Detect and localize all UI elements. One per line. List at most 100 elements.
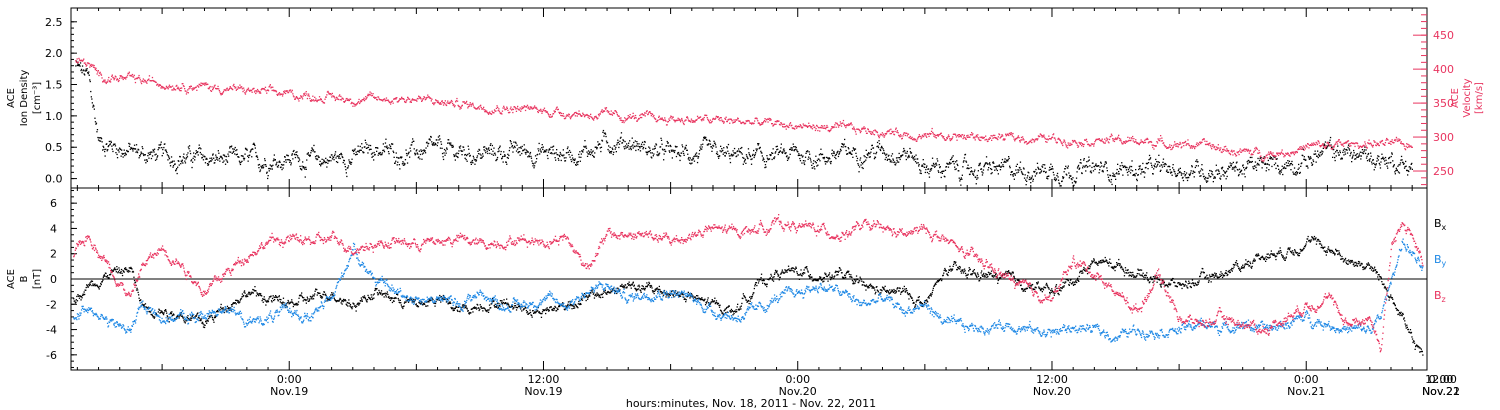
data-point xyxy=(493,109,496,111)
data-point xyxy=(151,151,153,153)
data-point xyxy=(1222,170,1225,172)
data-point xyxy=(1041,136,1043,138)
data-point xyxy=(568,154,570,156)
data-point xyxy=(250,150,252,152)
data-point xyxy=(1219,149,1221,151)
data-point xyxy=(1174,143,1176,145)
data-point xyxy=(458,146,461,148)
data-point xyxy=(157,149,159,151)
data-point xyxy=(1168,146,1170,148)
data-point xyxy=(1279,173,1281,175)
data-point xyxy=(312,95,314,97)
data-point xyxy=(1078,141,1080,144)
data-point xyxy=(407,97,409,99)
data-point xyxy=(857,128,860,130)
data-point xyxy=(404,163,406,165)
data-point xyxy=(583,116,586,118)
data-point xyxy=(1212,181,1214,183)
data-point xyxy=(949,159,952,161)
data-point xyxy=(1236,151,1238,153)
data-point xyxy=(985,135,987,137)
data-point xyxy=(93,108,95,110)
data-point xyxy=(717,116,719,118)
data-point xyxy=(847,124,849,127)
data-point xyxy=(85,68,87,70)
data-point xyxy=(193,152,195,154)
data-point xyxy=(1327,142,1329,144)
data-point xyxy=(1170,172,1172,174)
data-point xyxy=(79,295,81,297)
data-point xyxy=(491,110,493,112)
data-point xyxy=(994,169,996,171)
data-point xyxy=(385,97,388,99)
data-point xyxy=(1180,174,1183,176)
data-point xyxy=(978,138,980,140)
data-point xyxy=(1140,168,1142,171)
data-point xyxy=(272,160,274,162)
data-point xyxy=(310,100,312,102)
data-point xyxy=(139,77,141,79)
data-point xyxy=(227,89,230,91)
data-point xyxy=(272,86,274,88)
data-point xyxy=(1011,171,1013,173)
data-point xyxy=(1127,168,1130,171)
data-point xyxy=(342,156,344,159)
data-point xyxy=(670,145,672,148)
data-point xyxy=(1106,167,1108,169)
data-point xyxy=(308,93,310,95)
data-point xyxy=(104,79,106,81)
data-point xyxy=(1175,145,1177,147)
data-point xyxy=(100,283,102,286)
data-point xyxy=(1216,169,1218,171)
data-point xyxy=(166,151,168,154)
data-point xyxy=(230,146,232,148)
data-point xyxy=(141,146,143,148)
data-point xyxy=(630,117,632,119)
data-point xyxy=(837,150,839,152)
data-point xyxy=(723,122,725,124)
data-point xyxy=(423,149,425,151)
data-point xyxy=(199,85,202,87)
data-point xyxy=(948,135,950,138)
data-point xyxy=(442,104,445,106)
data-point xyxy=(592,154,594,157)
data-point xyxy=(1029,141,1032,143)
data-point xyxy=(960,177,962,179)
data-point xyxy=(1225,178,1227,180)
y2-axis-label: Velocity xyxy=(1462,78,1473,117)
data-point xyxy=(1116,168,1118,171)
data-point xyxy=(895,157,898,159)
data-point xyxy=(1167,147,1170,149)
data-point xyxy=(765,161,768,163)
data-point xyxy=(740,147,742,150)
data-point xyxy=(278,160,281,162)
data-point xyxy=(1403,143,1405,146)
data-point xyxy=(1263,157,1265,160)
data-point xyxy=(538,150,540,152)
data-point xyxy=(486,148,488,150)
data-point xyxy=(1234,165,1237,167)
data-point xyxy=(891,153,894,155)
data-point xyxy=(956,163,958,165)
data-point xyxy=(640,113,642,116)
data-point xyxy=(729,122,731,124)
data-point xyxy=(921,165,923,167)
data-point xyxy=(801,162,803,164)
data-point xyxy=(859,131,862,134)
data-point xyxy=(755,117,758,119)
data-point xyxy=(92,106,94,108)
data-point xyxy=(105,82,107,85)
data-point xyxy=(120,76,122,78)
data-point xyxy=(574,158,576,160)
data-point xyxy=(1366,160,1369,162)
data-point xyxy=(772,124,775,127)
data-point xyxy=(1226,170,1228,172)
data-point xyxy=(1053,133,1055,135)
data-point xyxy=(1253,151,1255,153)
data-point xyxy=(223,154,226,156)
data-point xyxy=(873,130,875,132)
data-point xyxy=(1165,146,1167,148)
data-point xyxy=(485,147,487,149)
data-point xyxy=(709,143,712,145)
data-point xyxy=(1201,169,1204,171)
